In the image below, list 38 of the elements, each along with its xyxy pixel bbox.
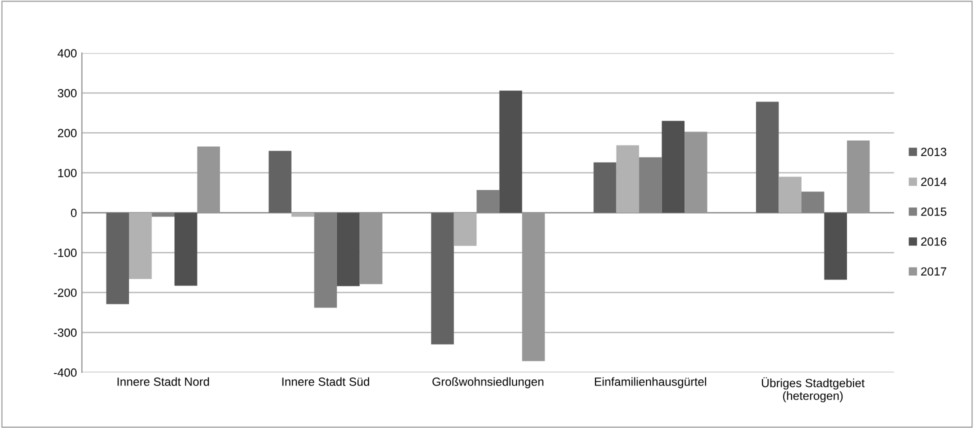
bar bbox=[431, 212, 454, 344]
y-tick-label: 200 bbox=[58, 128, 77, 138]
y-tick-label: 100 bbox=[58, 168, 77, 178]
bar bbox=[476, 190, 500, 213]
bar bbox=[174, 212, 198, 286]
x-tick-label: Großwohnsiedlungen bbox=[432, 377, 544, 388]
bar bbox=[106, 212, 130, 304]
y-tick-label: -100 bbox=[54, 248, 77, 258]
legend-label: 2015 bbox=[921, 208, 946, 216]
bar bbox=[756, 102, 779, 213]
bar bbox=[336, 212, 360, 286]
bar bbox=[291, 212, 314, 217]
bar bbox=[662, 120, 685, 213]
bar bbox=[594, 162, 616, 213]
x-tick-label: Innere Stadt Nord bbox=[118, 377, 209, 386]
x-tick-label: Einfamilienhausgürtel bbox=[594, 377, 706, 388]
bar bbox=[314, 212, 337, 308]
legend-label: 2016 bbox=[921, 237, 946, 246]
legend-label: 2014 bbox=[921, 178, 946, 186]
y-tick-label: 0 bbox=[70, 208, 77, 218]
bar bbox=[639, 157, 662, 213]
x-tick-label: Übriges Stadtgebiet (heterogen) bbox=[762, 377, 865, 402]
y-tick-label: -400 bbox=[54, 368, 77, 377]
y-tick-label: 400 bbox=[58, 49, 77, 58]
bar bbox=[778, 176, 802, 213]
bar bbox=[152, 212, 174, 217]
legend-label: 2013 bbox=[921, 148, 946, 156]
bar bbox=[824, 212, 847, 280]
bar bbox=[268, 150, 292, 213]
x-tick-label: Innere Stadt Süd bbox=[282, 377, 370, 386]
bar bbox=[801, 192, 824, 213]
y-tick-label: -300 bbox=[54, 328, 77, 337]
bar bbox=[499, 90, 522, 213]
bar bbox=[616, 145, 640, 213]
bar bbox=[454, 212, 477, 246]
y-tick-label: -200 bbox=[54, 288, 77, 297]
y-tick-label: 300 bbox=[58, 89, 77, 98]
legend-label: 2017 bbox=[921, 267, 946, 276]
